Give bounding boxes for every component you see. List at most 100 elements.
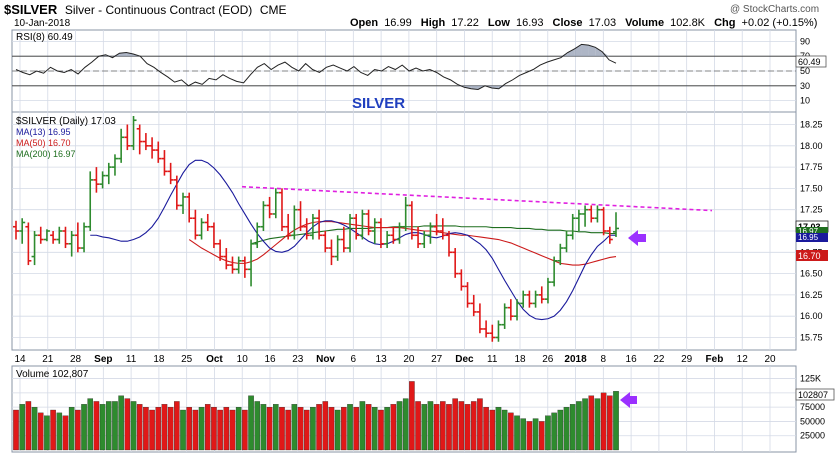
volume-bar <box>607 395 613 451</box>
volume-bar <box>56 412 63 451</box>
volume-bar <box>501 409 508 451</box>
x-axis-tick-label: 11 <box>126 354 137 365</box>
close-value: 17.03 <box>589 17 617 29</box>
price-bar <box>105 162 112 185</box>
price-bar <box>575 209 582 231</box>
x-axis-tick-label: 12 <box>737 354 749 365</box>
chg-value: +0.02 (+0.15%) <box>742 17 818 29</box>
volume-bar <box>359 401 366 451</box>
price-bar <box>489 324 496 342</box>
price-bar <box>155 141 162 163</box>
price-bar <box>316 209 323 240</box>
volume-bar <box>569 404 576 451</box>
x-axis-tick-label: 27 <box>431 354 443 365</box>
price-bar <box>476 303 483 334</box>
volume-bar <box>174 401 180 451</box>
ma13-line <box>90 159 616 321</box>
x-axis-tick-label: 18 <box>153 354 165 365</box>
price-bar <box>266 196 273 219</box>
ma50-price-tag: 16.70 <box>796 250 828 261</box>
rsi-extreme-fill <box>567 48 575 57</box>
price-bar <box>50 231 57 244</box>
price-tick-label: 16.50 <box>800 269 823 279</box>
price-bar <box>377 218 384 249</box>
x-axis-tick-label: 18 <box>514 354 526 365</box>
volume-bar <box>551 412 557 451</box>
price-bar <box>340 226 347 253</box>
x-axis-tick-label: 13 <box>376 354 388 365</box>
volume-bar <box>99 404 106 451</box>
price-bar <box>613 212 619 237</box>
volume-bar <box>365 404 372 451</box>
price-bar <box>606 226 613 244</box>
volume-bar <box>514 415 520 451</box>
x-axis-tick-label: 11 <box>487 354 498 365</box>
price-bar <box>334 235 341 261</box>
low-label: Low <box>488 17 510 29</box>
price-bar <box>433 213 440 236</box>
price-bar <box>532 290 539 308</box>
volume-bar <box>180 409 186 451</box>
volume-tick-label: 25000 <box>800 431 825 441</box>
price-bar <box>594 205 601 223</box>
price-bar <box>514 299 521 321</box>
volume-bar <box>458 401 465 451</box>
volume-bar <box>310 406 316 451</box>
price-bar <box>421 231 428 249</box>
volume-tick-label: 75000 <box>800 402 825 412</box>
price-bar <box>192 209 199 240</box>
price-bar <box>520 290 527 308</box>
rsi-extreme-fill <box>574 44 582 57</box>
svg-text:$SILVER Silver - Continuou: $SILVER Silver - Continuous Contract (EO… <box>4 2 287 17</box>
open-label: Open <box>350 17 378 29</box>
x-axis-tick-label: 8 <box>601 354 607 365</box>
price-bar <box>186 192 193 223</box>
price-bar <box>408 201 415 240</box>
volume-bar <box>161 404 168 451</box>
chart-title: SILVER <box>352 95 405 112</box>
volume-bar <box>378 409 384 451</box>
volume-bar <box>25 401 32 451</box>
price-bar <box>260 201 267 231</box>
x-axis-tick-label: Sep <box>94 354 112 365</box>
price-bar <box>56 226 63 244</box>
volume-bar <box>489 409 496 451</box>
price-tick-label: 18.25 <box>800 120 823 130</box>
volume-bar <box>520 418 526 451</box>
volume-legend: Volume 102,807 <box>16 369 89 380</box>
high-value: 17.22 <box>451 17 479 29</box>
price-bar <box>538 286 545 304</box>
x-axis-tick-label: 26 <box>542 354 554 365</box>
volume-bar <box>31 406 38 451</box>
price-bar <box>507 299 514 321</box>
rsi-line <box>15 43 617 91</box>
x-axis-tick-label: 20 <box>403 354 415 365</box>
volume-bar <box>44 415 50 451</box>
volume-bar <box>582 398 588 451</box>
ma200-price-tag: 16.97 <box>796 227 828 236</box>
open-value: 16.99 <box>384 17 412 29</box>
volume-bar <box>415 401 421 451</box>
resistance-trendline <box>241 185 713 212</box>
volume-tick-label: 50000 <box>800 416 825 426</box>
price-bar <box>445 231 452 257</box>
price-bar <box>149 137 156 159</box>
volume-bar <box>303 409 310 451</box>
volume-bar <box>130 401 137 451</box>
price-bar <box>563 231 570 253</box>
price-bar <box>74 222 81 253</box>
price-bar <box>68 231 75 257</box>
x-axis-tick-label: 29 <box>681 354 693 365</box>
x-axis-tick-label: 25 <box>181 354 193 365</box>
volume-bar <box>192 409 199 451</box>
volume-bar <box>19 404 25 451</box>
volume-bar <box>446 404 452 451</box>
volume-bar <box>341 406 347 451</box>
svg-text:16.97: 16.97 <box>798 227 819 236</box>
volume-bar <box>81 404 87 451</box>
volume-bar <box>508 412 514 451</box>
price-bar <box>371 218 378 244</box>
price-bar <box>93 167 100 193</box>
ma50-line <box>188 221 617 266</box>
x-axis-tick-label: 10 <box>237 354 249 365</box>
